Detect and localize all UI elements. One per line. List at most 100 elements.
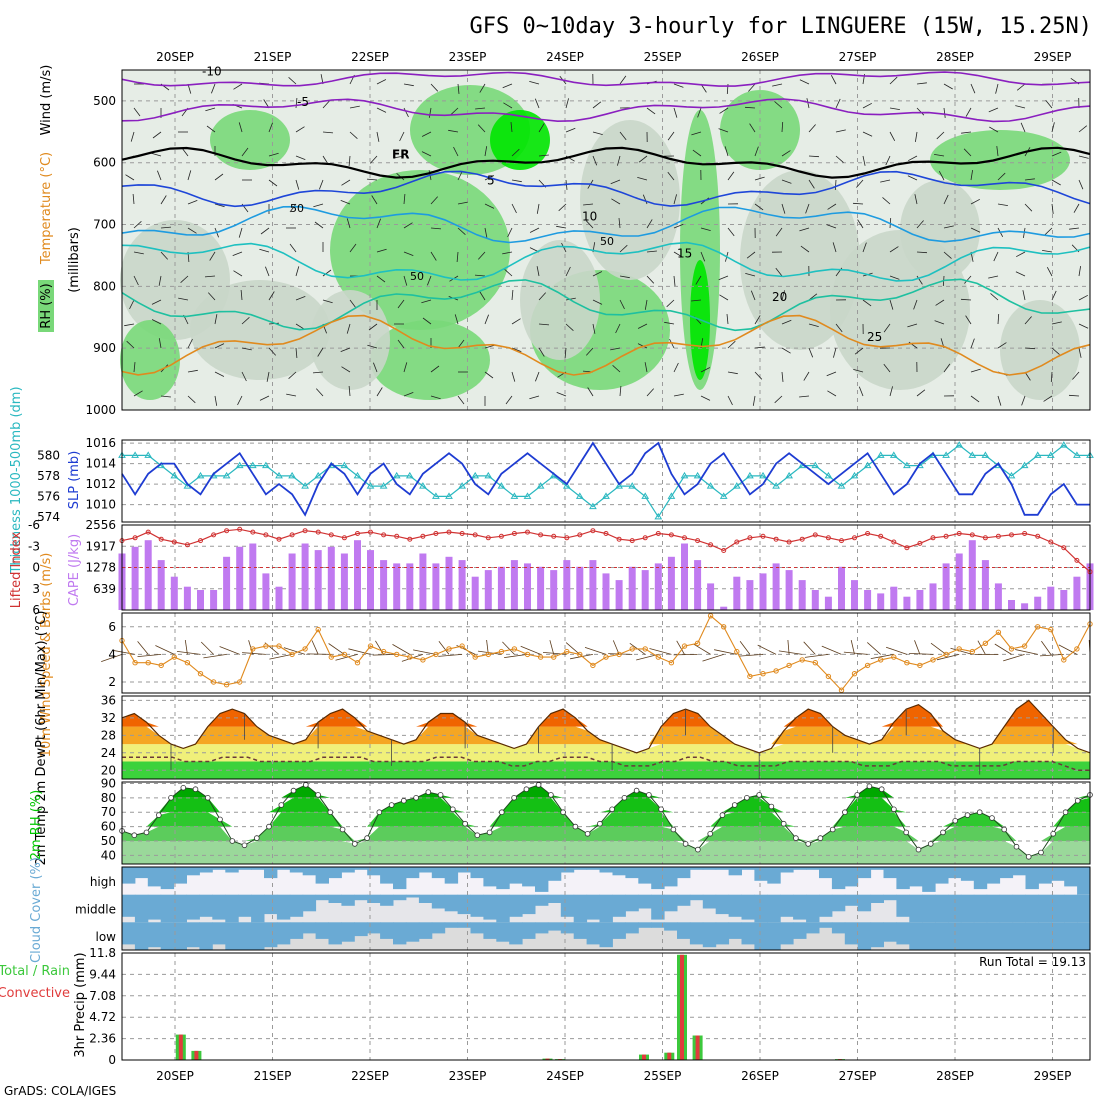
lifted-index-point [1061,545,1067,551]
wind-barb [520,645,541,655]
wind-barb [854,347,864,355]
cape-bar [497,566,505,610]
cloud-level-label: middle [75,903,116,917]
cape-bar [144,540,152,610]
cloud-fraction-low [496,922,510,942]
cloud-fraction-middle [509,894,523,917]
cloud-fraction-middle [715,894,730,915]
wind-barb [367,344,378,349]
date-tick-label: 20SEP [156,1069,194,1083]
pressure-tick-label: 900 [93,341,116,355]
wind-barb [993,251,999,262]
wind-speed-point [367,643,374,649]
lifted-index-point [773,536,779,542]
wind-barb [970,83,976,94]
cloud-fraction-middle [276,894,291,920]
wind-barb [392,644,411,655]
wind-barb [340,347,351,352]
cloud-fraction-middle [444,894,459,912]
wind-barb [397,339,405,349]
wind-barb [268,152,279,157]
wind-barb [475,107,486,110]
precip-axis-label: 3hr Precip (mm) [73,952,88,1057]
slp-tick-label: 1012 [85,477,116,491]
rh-band [122,826,1090,841]
rh-point [817,835,824,841]
cloud-fraction-high [264,867,278,879]
wind-barb [511,371,516,382]
contour-label: FR [392,148,409,162]
wind-speed-point [747,673,753,680]
cape-bar [1008,600,1015,610]
wind-barb [430,395,441,400]
wind-barb [556,225,567,229]
rh-point [229,838,236,844]
thickness-point [903,461,911,469]
wind-barb [313,203,324,208]
thickness-point [432,492,440,499]
rh-point [1074,797,1081,804]
date-tick-label: 23SEP [449,50,487,64]
date-tick-label: 20SEP [156,50,194,64]
wind-barb [885,646,908,655]
wind-barb [826,371,837,377]
cloud-fraction-high [986,867,1001,884]
cape-bar [903,596,911,610]
cape-bar [981,560,989,610]
cape-bar [288,553,296,610]
wind-speed-point [1021,643,1028,649]
wind-barb [1016,83,1026,91]
wind-tick-label: 4 [108,647,116,661]
wind-barb [322,131,334,134]
wind-speed-point [380,648,387,655]
wind-barb [484,344,495,349]
rh-point [621,794,628,801]
lifted-index-point [616,536,622,542]
cape-bar [811,590,819,610]
wind-barb [478,251,486,260]
lifted-index-point [394,533,400,539]
wind-speed-point [158,662,164,669]
wind-speed-point [668,660,675,666]
cloud-fraction-middle [457,894,471,915]
wind-barb [619,299,625,310]
lifted-index-point [642,535,648,541]
thickness-point [170,471,179,479]
wind-barb [808,323,819,327]
lifted-index-point [145,529,151,535]
wind-barb [781,150,791,157]
lifted-index-point [969,532,975,538]
rh-point [670,826,677,833]
rh-tick-label: 90 [101,776,116,790]
wind-barb [242,652,266,655]
cloud-fraction-middle [999,894,1014,923]
cloud-fraction-middle [857,894,872,912]
cloud-fraction-low [715,922,730,945]
rh-tick-label: 40 [101,848,116,862]
cape-bar [707,583,715,610]
lifted-index-point [433,531,439,536]
wind-barb [889,275,900,280]
wind-barb [1042,250,1053,253]
cloud-fraction-high [547,867,562,881]
thickness-point [445,492,453,499]
wind-barb [457,83,460,94]
cloud-fraction-middle [328,894,342,903]
rh-point [1013,843,1020,850]
cloud-fraction-middle [612,894,626,917]
rh-shade [1000,300,1080,400]
cloud-fraction-high [883,867,897,879]
wind-barb [511,179,522,183]
cloud-fraction-low [612,922,626,939]
wind-barb [187,227,197,234]
wind-speed-point [616,651,622,658]
cloud-fraction-low [960,922,975,950]
wind-barb [909,653,934,655]
cloud-fraction-middle [754,894,768,923]
wind-barb [484,146,488,157]
cloud-fraction-high [483,867,497,887]
wind-barb [1051,321,1062,325]
cloud-fraction-high [122,867,136,884]
wind-barb [214,343,225,349]
